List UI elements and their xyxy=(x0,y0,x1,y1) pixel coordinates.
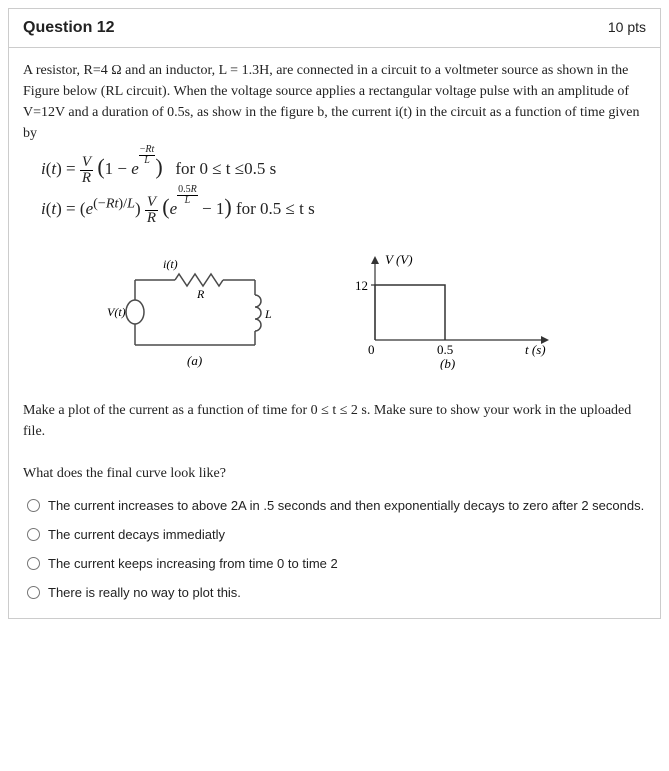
options-group: The current increases to above 2A in .5 … xyxy=(27,498,646,600)
sub-question: What does the final curve look like? xyxy=(23,466,646,482)
question-header: Question 12 10 pts xyxy=(9,9,660,48)
question-title: Question 12 xyxy=(23,19,115,37)
circuit-r-label: R xyxy=(196,287,205,301)
option-4[interactable]: There is really no way to plot this. xyxy=(27,585,646,600)
plot-instruction: Make a plot of the current as a function… xyxy=(23,400,646,442)
circuit-caption: (a) xyxy=(187,353,202,368)
eq2-condition: for 0.5 ≤ t s xyxy=(236,199,315,218)
equations: i(t) = VR (1 − e−RtL) for 0 ≤ t ≤0.5 s i… xyxy=(41,154,646,228)
problem-statement: A resistor, R=4 Ω and an inductor, L = 1… xyxy=(23,60,646,144)
option-1[interactable]: The current increases to above 2A in .5 … xyxy=(27,498,646,513)
equation-2: i(t) = (e(−Rt)/L) VR (e0.5RL − 1) for 0.… xyxy=(41,194,646,228)
pulse-caption: (b) xyxy=(440,356,455,370)
option-3[interactable]: The current keeps increasing from time 0… xyxy=(27,556,646,571)
option-4-label: There is really no way to plot this. xyxy=(48,585,241,600)
circuit-diagram: i(t) R L V(t) (a) xyxy=(105,250,285,370)
option-4-radio[interactable] xyxy=(27,586,40,599)
question-card: Question 12 10 pts A resistor, R=4 Ω and… xyxy=(8,8,661,619)
pulse-x-tick: 0.5 xyxy=(437,342,453,357)
eq1-condition: for 0 ≤ t ≤0.5 s xyxy=(175,159,276,178)
circuit-v-label: V(t) xyxy=(107,305,126,319)
option-1-label: The current increases to above 2A in .5 … xyxy=(48,498,644,513)
pulse-diagram: V (V) 12 0 0.5 t (s) (b) xyxy=(345,250,565,370)
pulse-origin: 0 xyxy=(368,342,375,357)
circuit-l-label: L xyxy=(264,307,272,321)
question-points: 10 pts xyxy=(608,19,646,37)
option-3-radio[interactable] xyxy=(27,557,40,570)
option-2[interactable]: The current decays immediatly xyxy=(27,527,646,542)
option-2-label: The current decays immediatly xyxy=(48,527,225,542)
question-body: A resistor, R=4 Ω and an inductor, L = 1… xyxy=(9,48,660,618)
pulse-y-axis-label: V (V) xyxy=(385,252,413,267)
option-1-radio[interactable] xyxy=(27,499,40,512)
pulse-y-tick: 12 xyxy=(355,278,368,293)
figures-row: i(t) R L V(t) (a) V (V) 12 0 0.5 xyxy=(23,250,646,370)
option-2-radio[interactable] xyxy=(27,528,40,541)
option-3-label: The current keeps increasing from time 0… xyxy=(48,556,338,571)
circuit-i-label: i(t) xyxy=(163,257,178,271)
pulse-x-axis-label: t (s) xyxy=(525,342,546,357)
equation-1: i(t) = VR (1 − e−RtL) for 0 ≤ t ≤0.5 s xyxy=(41,154,646,188)
